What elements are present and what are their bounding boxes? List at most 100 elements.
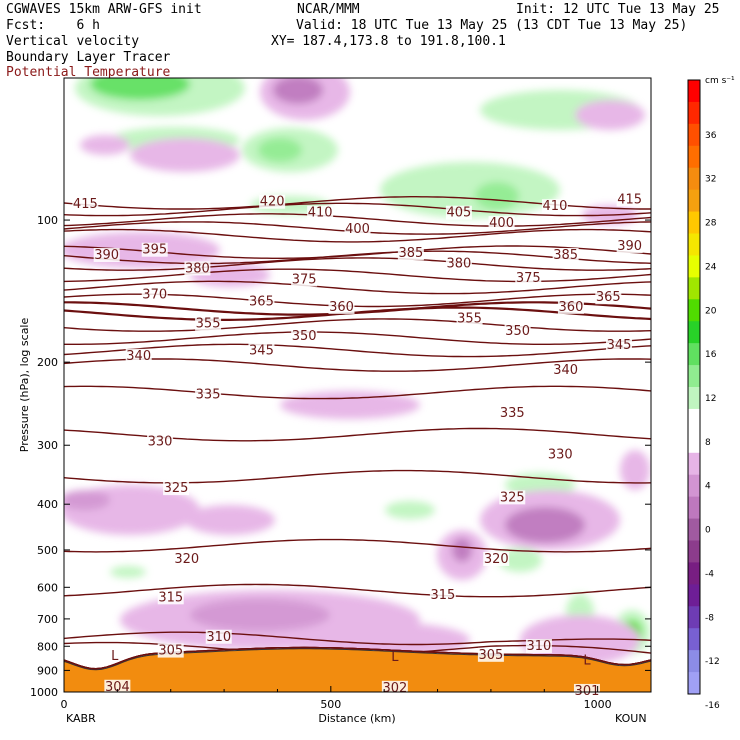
- theta-label-375: 375: [516, 271, 541, 286]
- theta-label-360: 360: [559, 300, 584, 315]
- theta-contour-labels: 415 420 410 405 410 415 400 400 390 395 385 385 390 3…: [72, 192, 643, 699]
- theta-label-365: 365: [249, 294, 274, 309]
- theta-label-bg: [125, 348, 152, 363]
- theta-line-385: [64, 257, 651, 271]
- theta-line-375: [64, 280, 651, 295]
- theta-label-420: 420: [260, 195, 285, 210]
- theta-label-bg: [195, 316, 222, 331]
- colorbar-swatch: [688, 189, 700, 213]
- theta-label-bg: [259, 194, 286, 209]
- colorbar-swatch: [688, 430, 700, 454]
- theta-label-315: 315: [158, 590, 183, 605]
- theta-label-bg: [157, 590, 184, 605]
- colorbar-label: 16: [705, 350, 717, 360]
- theta-label-410: 410: [308, 206, 333, 221]
- theta-label-302: 302: [382, 681, 407, 696]
- theta-label-405: 405: [446, 206, 471, 221]
- theta-label-370: 370: [142, 287, 167, 302]
- theta-contours: [64, 196, 651, 670]
- theta-label-bg: [552, 363, 579, 378]
- theta-label-350: 350: [292, 329, 317, 344]
- theta-label-bg: [547, 447, 574, 462]
- x-axis: 0 500 1000: [61, 686, 652, 711]
- theta-label-bg: [184, 261, 211, 276]
- colorbar-swatch: [688, 628, 700, 651]
- colorbar-label: 0: [705, 526, 711, 536]
- theta-label-355: 355: [196, 317, 221, 332]
- colorbar-label: 24: [705, 262, 717, 272]
- theta-label-bg: [557, 299, 584, 314]
- theta-line-335: [64, 385, 651, 400]
- colorbar-swatch: [688, 540, 700, 563]
- theta-line-355: [64, 318, 651, 332]
- terrain-low-marker: L: [111, 649, 119, 664]
- theta-label-360: 360: [329, 300, 354, 315]
- theta-label-400: 400: [345, 222, 370, 237]
- theta-label-bg: [157, 643, 184, 658]
- theta-label-bg: [173, 551, 200, 566]
- theta-label-320: 320: [484, 552, 509, 567]
- colorbar-label: 36: [705, 131, 717, 141]
- theta-label-410: 410: [543, 199, 568, 214]
- theta-label-bg: [504, 324, 531, 339]
- theta-line-350: [64, 331, 651, 345]
- header-center: NCAR/MMM: [297, 2, 360, 17]
- plot-frame: [63, 77, 652, 693]
- x-axis-label: Distance (km): [318, 712, 395, 725]
- header-xsection-endpoints: XY= 187.4,173.8 to 191.8,100.1: [271, 34, 506, 49]
- theta-line-380: [64, 268, 651, 283]
- y-tick-label: 700: [37, 613, 58, 626]
- theta-label-bg: [381, 680, 408, 695]
- theta-label-380: 380: [446, 256, 471, 271]
- theta-label-bg: [93, 247, 120, 262]
- theta-label-bg: [445, 256, 472, 271]
- colorbar-label: 28: [705, 219, 717, 229]
- colorbar-swatch: [688, 474, 700, 498]
- theta-label-325: 325: [500, 490, 525, 505]
- theta-line-400: [64, 228, 651, 243]
- header-init-time: Init: 12 UTC Tue 13 May 25: [516, 2, 720, 17]
- theta-label-390: 390: [94, 248, 119, 263]
- colorbar-swatch: [688, 584, 700, 607]
- vertical-velocity-field: [64, 78, 650, 665]
- y-tick-label: 800: [37, 640, 58, 653]
- colorbar-label: 4: [705, 482, 711, 492]
- y-tick-label: 400: [37, 498, 58, 511]
- theta-label-bg: [104, 679, 131, 694]
- theta-label-340: 340: [126, 349, 151, 364]
- theta-label-bg: [344, 222, 371, 237]
- theta-label-bg: [72, 196, 99, 211]
- theta-label-350: 350: [505, 324, 530, 339]
- theta-line-310: [64, 631, 651, 646]
- theta-label-305: 305: [478, 648, 503, 663]
- theta-label-385: 385: [553, 248, 578, 263]
- theta-label-bg: [291, 328, 318, 343]
- theta-label-340: 340: [553, 363, 578, 378]
- colorbar-label: -8: [705, 613, 714, 623]
- y-tick-label: 100: [37, 214, 58, 227]
- theta-label-bg: [552, 247, 579, 262]
- colorbar-swatch: [688, 496, 700, 520]
- theta-label-bg: [477, 647, 504, 662]
- theta-label-345: 345: [249, 343, 274, 358]
- theta-label-bg: [573, 683, 600, 698]
- theta-label-400: 400: [489, 216, 514, 231]
- colorbar-swatch: [688, 145, 700, 169]
- theta-label-305: 305: [158, 644, 183, 659]
- theta-label-310: 310: [527, 639, 552, 654]
- theta-label-bg: [499, 405, 526, 420]
- colorbar-swatch: [688, 562, 700, 585]
- theta-label-bg: [445, 205, 472, 220]
- colorbar-label: 20: [705, 306, 717, 316]
- theta-label-bg: [616, 239, 643, 254]
- x-tick-label: 1000: [584, 698, 612, 711]
- terrain-low-marker: L: [391, 650, 399, 665]
- colorbar-swatch: [688, 211, 700, 234]
- theta-label-bg: [205, 629, 232, 644]
- theta-label-385: 385: [398, 246, 423, 261]
- theta-label-bg: [499, 490, 526, 505]
- colorbar-swatch: [688, 277, 700, 300]
